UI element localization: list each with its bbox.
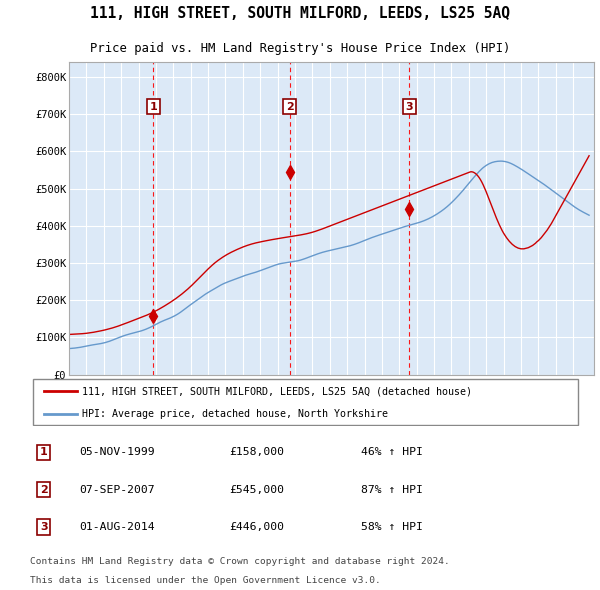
Text: 01-AUG-2014: 01-AUG-2014 [80,522,155,532]
Text: 111, HIGH STREET, SOUTH MILFORD, LEEDS, LS25 5AQ (detached house): 111, HIGH STREET, SOUTH MILFORD, LEEDS, … [82,386,472,396]
Text: 2: 2 [286,101,293,112]
Text: 87% ↑ HPI: 87% ↑ HPI [361,484,423,494]
Text: Contains HM Land Registry data © Crown copyright and database right 2024.: Contains HM Land Registry data © Crown c… [30,556,450,566]
Text: 46% ↑ HPI: 46% ↑ HPI [361,447,423,457]
Text: 07-SEP-2007: 07-SEP-2007 [80,484,155,494]
Text: 1: 1 [149,101,157,112]
Text: £446,000: £446,000 [229,522,284,532]
Text: 58% ↑ HPI: 58% ↑ HPI [361,522,423,532]
Text: 3: 3 [406,101,413,112]
Text: £158,000: £158,000 [229,447,284,457]
FancyBboxPatch shape [33,379,578,425]
Text: 3: 3 [40,522,47,532]
Text: 05-NOV-1999: 05-NOV-1999 [80,447,155,457]
Text: This data is licensed under the Open Government Licence v3.0.: This data is licensed under the Open Gov… [30,576,381,585]
Text: 1: 1 [40,447,47,457]
Text: 2: 2 [40,484,47,494]
Text: 111, HIGH STREET, SOUTH MILFORD, LEEDS, LS25 5AQ: 111, HIGH STREET, SOUTH MILFORD, LEEDS, … [90,6,510,21]
Text: HPI: Average price, detached house, North Yorkshire: HPI: Average price, detached house, Nort… [82,409,388,419]
Text: £545,000: £545,000 [229,484,284,494]
Text: Price paid vs. HM Land Registry's House Price Index (HPI): Price paid vs. HM Land Registry's House … [90,42,510,55]
